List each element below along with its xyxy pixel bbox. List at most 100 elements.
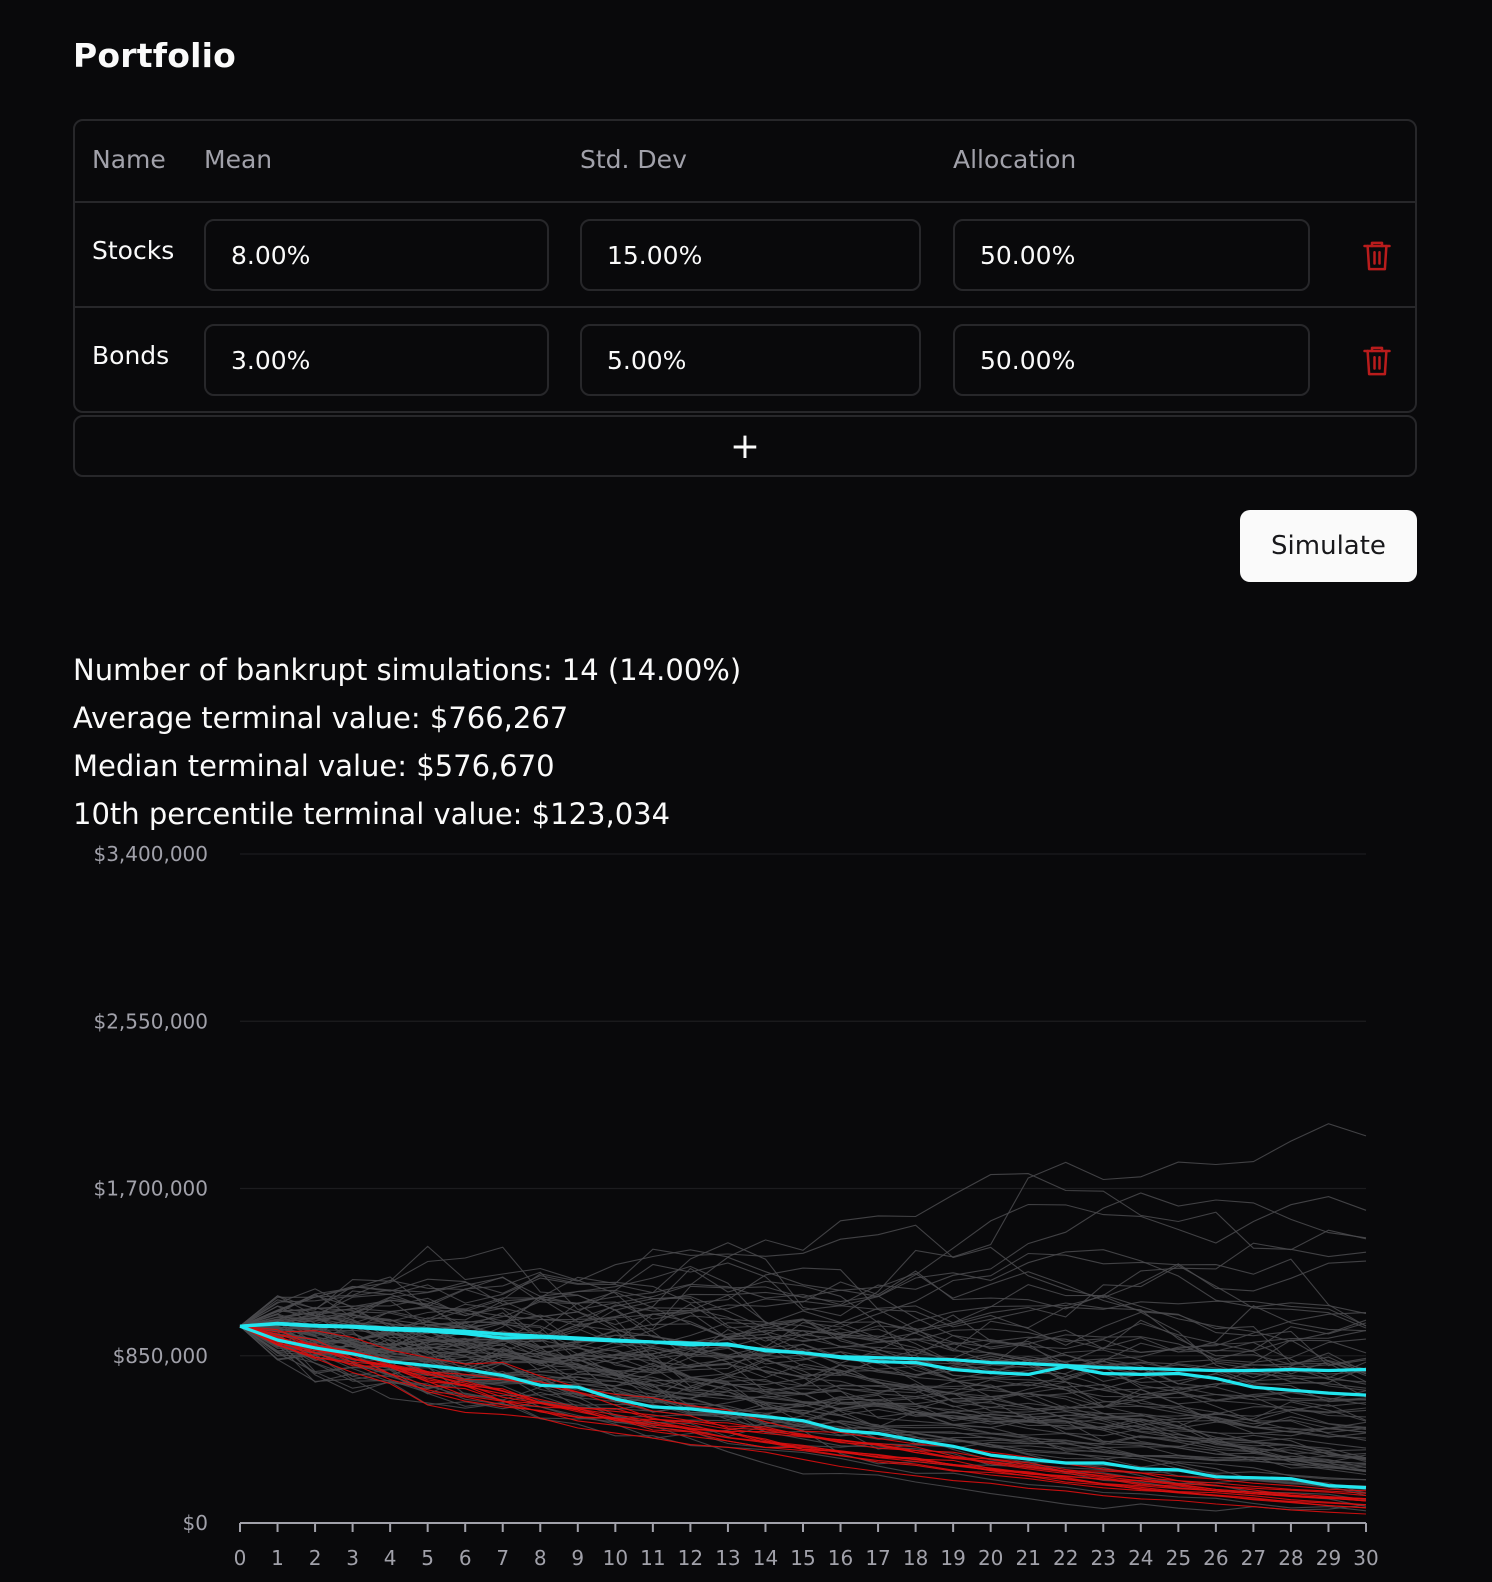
simulation-line: [239, 1256, 1367, 1367]
header-std-dev: Std. Dev: [580, 145, 687, 174]
x-tick-label: 22: [1053, 1546, 1078, 1570]
simulation-line: [239, 1265, 1367, 1414]
simulation-line: [240, 1123, 1367, 1327]
table-header: Name Mean Std. Dev Allocation: [75, 121, 1415, 203]
p10-terminal-stat: 10th percentile terminal value: $123,034: [73, 797, 671, 831]
y-tick-label: $0: [183, 1511, 208, 1535]
simulation-line: [239, 1192, 1367, 1327]
x-tick-label: 4: [384, 1546, 397, 1570]
simulation-line: [239, 1270, 1367, 1352]
x-tick-label: 3: [346, 1546, 359, 1570]
x-tick-label: 13: [715, 1546, 740, 1570]
simulation-line: [239, 1325, 1367, 1461]
x-tick-label: 25: [1166, 1546, 1191, 1570]
add-asset-button[interactable]: +: [73, 415, 1417, 477]
std-dev-input[interactable]: [580, 219, 921, 291]
simulation-line: [239, 1323, 1367, 1372]
header-name: Name: [92, 145, 166, 174]
simulation-line: [239, 1319, 1367, 1386]
x-tick-label: 12: [678, 1546, 703, 1570]
bankrupt-simulation-line: [239, 1325, 1367, 1502]
x-tick-label: 27: [1241, 1546, 1266, 1570]
median-terminal-stat: Median terminal value: $576,670: [73, 749, 555, 783]
x-tick-label: 20: [978, 1546, 1003, 1570]
x-tick-label: 2: [309, 1546, 322, 1570]
y-tick-label: $3,400,000: [93, 842, 208, 866]
simulation-line: [239, 1321, 1367, 1469]
x-tick-label: 0: [234, 1546, 247, 1570]
simulate-button[interactable]: Simulate: [1240, 510, 1417, 582]
simulation-line: [239, 1288, 1367, 1378]
x-tick-label: 7: [496, 1546, 509, 1570]
x-tick-label: 17: [865, 1546, 890, 1570]
asset-name: Stocks: [92, 236, 175, 265]
simulation-line: [239, 1252, 1367, 1357]
simulation-line: [239, 1265, 1367, 1331]
x-tick-label: 15: [790, 1546, 815, 1570]
simulation-line: [239, 1299, 1367, 1429]
simulation-line: [239, 1245, 1367, 1401]
simulation-line: [239, 1314, 1367, 1463]
header-mean: Mean: [204, 145, 273, 174]
simulation-line: [239, 1325, 1367, 1512]
bankrupt-simulation-line: [239, 1325, 1367, 1509]
average-terminal-stat: Average terminal value: $766,267: [73, 701, 569, 735]
simulation-line: [239, 1305, 1367, 1373]
allocation-input[interactable]: [953, 324, 1310, 396]
bankrupt-simulation-line: [239, 1325, 1367, 1502]
simulation-line: [239, 1325, 1367, 1429]
table-row: Bonds: [75, 308, 1415, 413]
bankrupt-simulation-line: [239, 1325, 1367, 1515]
simulation-line: [239, 1323, 1367, 1441]
page-title: Portfolio: [73, 36, 237, 75]
simulation-line: [239, 1294, 1367, 1405]
x-tick-label: 9: [571, 1546, 584, 1570]
x-tick-label: 24: [1128, 1546, 1153, 1570]
x-tick-label: 19: [940, 1546, 965, 1570]
mean-input[interactable]: [204, 324, 549, 396]
simulation-line: [239, 1318, 1367, 1430]
y-tick-label: $1,700,000: [93, 1177, 208, 1201]
simulation-line: [239, 1224, 1367, 1327]
header-allocation: Allocation: [953, 145, 1077, 174]
allocation-input[interactable]: [953, 219, 1310, 291]
simulation-line: [239, 1322, 1367, 1460]
simulation-line: [239, 1276, 1367, 1375]
x-tick-label: 11: [640, 1546, 665, 1570]
bankrupt-count-stat: Number of bankrupt simulations: 14 (14.0…: [73, 653, 742, 687]
x-tick-label: 18: [903, 1546, 928, 1570]
simulation-stats: Number of bankrupt simulations: 14 (14.0…: [73, 646, 741, 838]
x-tick-label: 28: [1278, 1546, 1303, 1570]
simulation-chart: $0 $850,000 $1,700,000 $2,550,000 $3,400,000…: [93, 842, 1378, 1570]
asset-name: Bonds: [92, 341, 170, 370]
simulation-line: [239, 1325, 1367, 1439]
percentile-line: [239, 1322, 1367, 1397]
x-tick-label: 29: [1316, 1546, 1341, 1570]
x-tick-label: 8: [534, 1546, 547, 1570]
x-tick-label: 23: [1091, 1546, 1116, 1570]
mean-input[interactable]: [204, 219, 549, 291]
simulation-line: [239, 1325, 1367, 1496]
y-tick-label: $850,000: [113, 1344, 208, 1368]
table-row: Stocks: [75, 203, 1415, 308]
x-tick-label: 6: [459, 1546, 472, 1570]
simulation-line: [239, 1325, 1367, 1512]
x-tick-label: 5: [421, 1546, 434, 1570]
simulation-line: [239, 1325, 1367, 1459]
simulation-line: [239, 1246, 1367, 1351]
x-tick-label: 1: [271, 1546, 284, 1570]
trash-icon[interactable]: [1362, 344, 1392, 378]
simulation-line: [239, 1296, 1367, 1360]
simulation-line: [239, 1325, 1367, 1473]
portfolio-table: Name Mean Std. Dev Allocation Stocks Bon…: [73, 119, 1417, 413]
x-tick-label: 30: [1353, 1546, 1378, 1570]
x-tick-label: 21: [1015, 1546, 1040, 1570]
trash-icon[interactable]: [1362, 239, 1392, 273]
bankrupt-simulation-line: [239, 1325, 1367, 1500]
std-dev-input[interactable]: [580, 324, 921, 396]
x-tick-label: 14: [753, 1546, 778, 1570]
percentile-line: [239, 1324, 1367, 1490]
simulation-line: [239, 1325, 1367, 1459]
y-tick-label: $2,550,000: [93, 1009, 208, 1033]
x-tick-label: 26: [1203, 1546, 1228, 1570]
